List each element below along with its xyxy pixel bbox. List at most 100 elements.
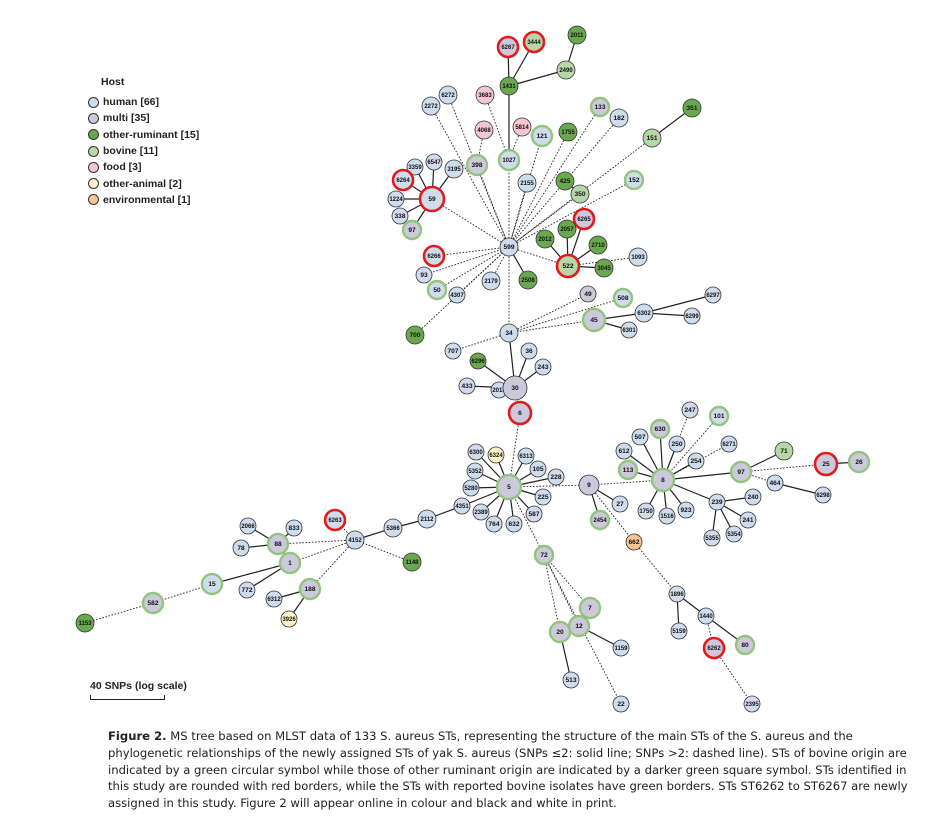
st-node: 72 <box>533 544 555 566</box>
dashed-edge <box>508 319 595 334</box>
st-node-label: 26 <box>855 459 863 466</box>
st-node: 6271 <box>720 435 738 453</box>
st-node-label: 1750 <box>639 509 653 515</box>
st-node: 1153 <box>75 613 95 633</box>
st-node-label: 6264 <box>396 178 410 184</box>
st-node: 3195 <box>444 159 464 179</box>
scale-bar: 40 SNPs (log scale) <box>90 680 187 700</box>
dashed-edge <box>662 415 720 481</box>
st-node: 151 <box>642 128 662 148</box>
st-node-label: 6271 <box>722 442 736 448</box>
dashed-edge <box>740 463 827 473</box>
st-node-label: 49 <box>584 291 592 298</box>
st-node-circle <box>496 35 520 59</box>
legend-rows: human [66] multi [35] other-ruminant [15] b… <box>88 94 199 208</box>
st-node-label: 7 <box>588 605 592 612</box>
legend-item: other-ruminant [15] <box>88 127 199 143</box>
st-node-label: 25 <box>822 461 830 468</box>
st-node: 105 <box>529 460 547 478</box>
st-node-circle <box>611 495 629 513</box>
st-node: 225 <box>534 488 552 506</box>
st-node: 2710 <box>588 235 608 255</box>
st-node: 59 <box>418 185 446 213</box>
st-node-circle <box>703 529 721 547</box>
st-node-label: 433 <box>461 383 472 390</box>
st-node: 254 <box>687 452 705 470</box>
st-node: 3045 <box>594 258 614 278</box>
dashed-edge <box>633 541 678 595</box>
st-node-circle <box>615 442 633 460</box>
st-node-label: 464 <box>769 480 780 487</box>
legend-label: multi [35] <box>103 112 150 125</box>
st-node-label: 6265 <box>577 217 591 223</box>
legend-item: other-animal [2] <box>88 175 199 191</box>
dashed-edge <box>508 297 624 334</box>
st-node-label: 101 <box>713 413 724 420</box>
st-node: 240 <box>744 488 762 506</box>
legend-title: Host <box>101 76 125 88</box>
st-node-circle <box>677 501 695 519</box>
st-node: 34 <box>499 323 519 343</box>
st-node-label: 1 <box>288 560 292 567</box>
st-node-label: 243 <box>537 364 548 371</box>
st-node-circle <box>534 488 552 506</box>
st-node-label: 228 <box>550 474 561 481</box>
st-node-label: 350 <box>574 191 585 198</box>
st-node-circle <box>458 377 476 395</box>
st-node: 1027 <box>497 148 521 172</box>
st-node-label: 1224 <box>389 197 403 203</box>
st-node-label: 2155 <box>520 181 534 187</box>
st-node-circle <box>266 532 290 556</box>
st-node-label: 1755 <box>561 130 575 136</box>
st-node-circle <box>469 352 487 370</box>
st-node-circle <box>562 671 580 689</box>
st-node: 5 <box>495 473 523 501</box>
st-node-label: 5366 <box>386 526 400 532</box>
st-node: 2395 <box>743 695 761 713</box>
st-node-label: 1896 <box>670 592 684 598</box>
st-node-circle <box>658 507 676 525</box>
st-node-circle <box>474 120 494 140</box>
st-node-label: 2454 <box>593 518 607 524</box>
st-node: 5366 <box>383 518 403 538</box>
st-node: 612 <box>615 442 633 460</box>
st-node-label: 764 <box>488 521 499 528</box>
st-node-circle <box>141 591 165 615</box>
figure-caption: Figure 2. MS tree based on MLST data of … <box>108 728 918 812</box>
st-node: 398 <box>465 153 489 177</box>
legend-item: environmental [1] <box>88 192 199 208</box>
st-node: 6266 <box>422 244 446 268</box>
st-node: 4351 <box>453 497 471 515</box>
st-node: 508 <box>612 287 634 309</box>
st-node-label: 6 <box>518 410 522 417</box>
st-node-circle <box>557 219 577 239</box>
st-node-circle <box>588 235 608 255</box>
st-node-circle <box>555 171 575 191</box>
dashed-edge <box>84 602 154 624</box>
st-node: 350 <box>570 184 590 204</box>
st-node-label: 6301 <box>622 328 636 334</box>
st-node-label: 2066 <box>241 524 255 530</box>
st-node-label: 20 <box>556 629 564 636</box>
st-node-label: 254 <box>690 458 701 465</box>
st-node-label: 4351 <box>455 504 469 510</box>
st-node-label: 12 <box>575 623 583 630</box>
st-node: 707 <box>444 342 462 360</box>
st-node-circle <box>637 502 655 520</box>
st-node-label: 425 <box>559 178 570 185</box>
legend-item: human [66] <box>88 94 199 110</box>
st-node-circle <box>668 585 686 603</box>
st-node-circle <box>345 530 365 550</box>
st-node-label: 582 <box>147 600 158 607</box>
legend-label: human [66] <box>103 96 160 109</box>
st-node: 78 <box>232 539 250 557</box>
st-node-circle <box>522 30 546 54</box>
st-node-label: 250 <box>671 441 682 448</box>
st-node: 3444 <box>522 30 546 54</box>
st-node: 833 <box>285 519 303 537</box>
st-node-label: 6299 <box>685 314 699 320</box>
st-node: 50 <box>426 279 448 301</box>
st-node-circle <box>472 503 490 521</box>
st-node: 4068 <box>474 120 494 140</box>
st-node-circle <box>497 148 521 172</box>
